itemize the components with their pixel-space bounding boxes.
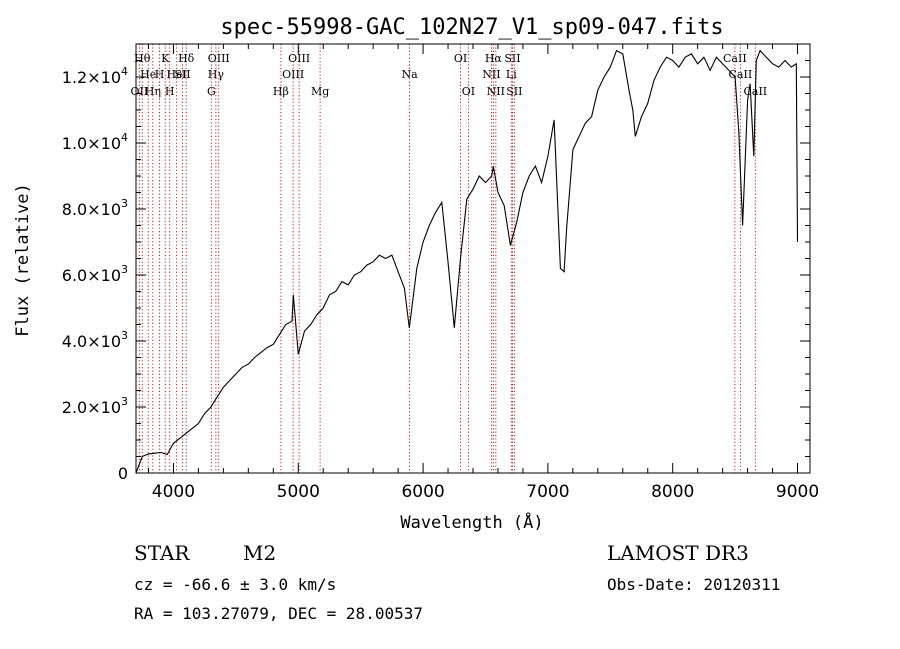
survey-name: LAMOST DR3: [607, 541, 749, 565]
line-label: Hη: [145, 85, 161, 98]
line-label: Na: [402, 68, 419, 81]
x-tick-label: 5000: [277, 482, 320, 502]
coordinates: RA = 103.27079, DEC = 28.00537: [134, 604, 423, 623]
x-tick-label: 4000: [152, 482, 195, 502]
observation-date: Obs-Date: 20120311: [607, 575, 780, 594]
line-label: Mg: [311, 85, 329, 98]
line-label: HeI: [166, 68, 186, 81]
x-tick-label: 9000: [776, 482, 819, 502]
line-label: SII: [506, 85, 522, 98]
line-label: Hβ: [273, 85, 289, 98]
spectrum-line: [135, 49, 799, 474]
chart-title: spec-55998-GAC_102N27_V1_sp09-047.fits: [220, 15, 723, 40]
line-label: H: [155, 68, 165, 81]
x-tick-label: 8000: [651, 482, 694, 502]
x-axis-label: Wavelength (Å): [400, 511, 543, 533]
axis-ticks: 4000 5000 6000 7000 8000 9000 0 2.0×103 4.0×103 6…: [62, 44, 819, 502]
line-label: OI: [454, 52, 467, 65]
redshift-velocity: cz = -66.6 ± 3.0 km/s: [134, 575, 336, 594]
line-label: OIII: [282, 68, 304, 81]
line-label: H: [165, 85, 175, 98]
line-label: G: [207, 85, 216, 98]
y-tick-label: 2.0×103: [62, 395, 128, 417]
line-label: OIII: [288, 52, 310, 65]
object-subclass: M2: [243, 541, 276, 565]
x-tick-label: 6000: [401, 482, 444, 502]
line-label: Hδ: [178, 52, 195, 65]
line-label: NII: [482, 68, 500, 81]
line-label: Hγ: [208, 68, 225, 81]
x-tick-label: 7000: [526, 482, 569, 502]
y-tick-label: 0: [118, 464, 128, 483]
line-label: Hα: [485, 52, 503, 65]
line-label: OIII: [208, 52, 230, 65]
y-tick-label: 8.0×103: [62, 197, 128, 219]
line-label: OI: [462, 85, 475, 98]
line-label: Li: [506, 68, 517, 81]
line-label: CaII: [723, 52, 747, 65]
y-tick-label: 1.2×104: [62, 65, 128, 87]
line-label: NII: [487, 85, 505, 98]
object-class: STAR: [134, 541, 190, 565]
line-label: K: [161, 52, 170, 65]
line-label: OII: [131, 85, 149, 98]
line-label: SII: [174, 68, 190, 81]
spectral-line-markers: HθOIIHeHηHKHHeISIIHδGHγOIIIHβOIIIOIIIMgN…: [131, 44, 767, 473]
line-label: Hθ: [134, 52, 151, 65]
y-tick-label: 6.0×103: [62, 263, 128, 285]
line-label: He: [140, 68, 156, 81]
line-label: SII: [504, 52, 520, 65]
y-tick-label: 4.0×103: [62, 329, 128, 351]
y-axis-label: Flux (relative): [13, 183, 33, 337]
y-tick-label: 1.0×104: [62, 131, 128, 153]
line-label: CaII: [729, 68, 753, 81]
plot-frame: [135, 43, 811, 474]
